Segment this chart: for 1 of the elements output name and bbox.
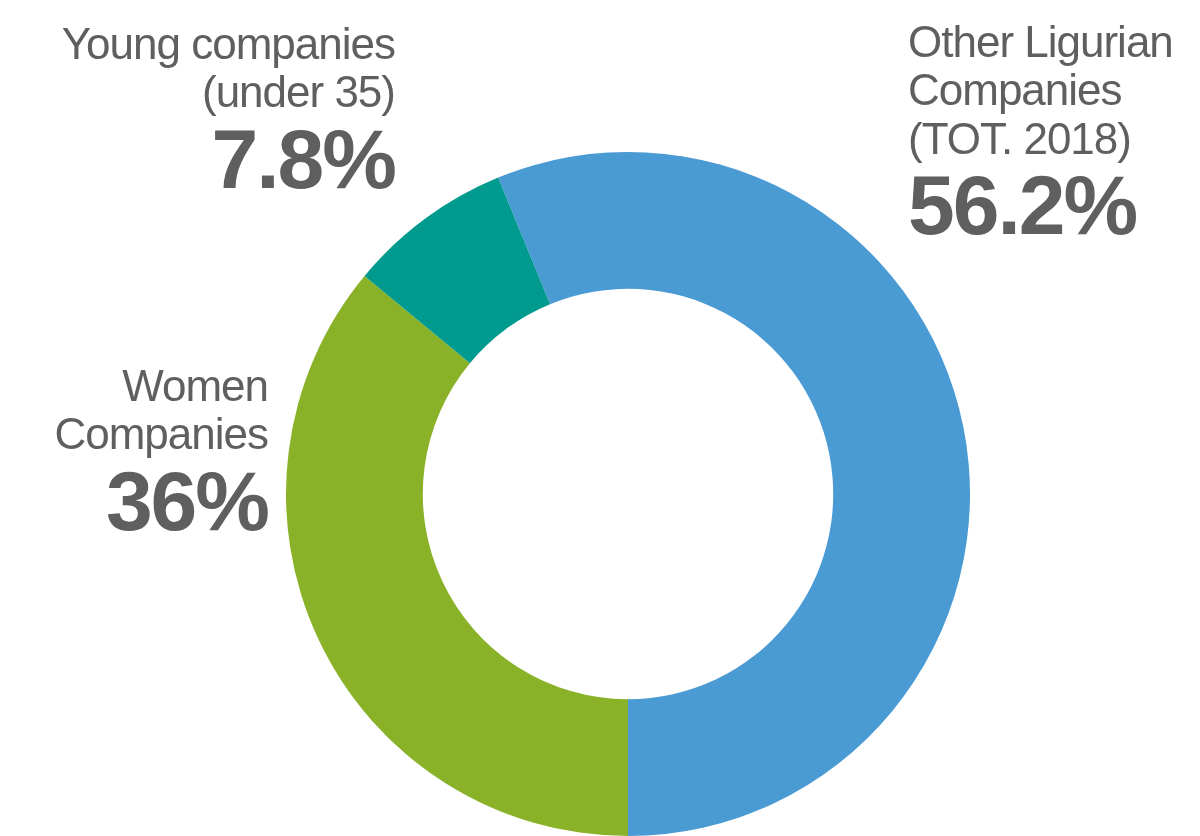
slice-label: Women Companies	[53, 361, 268, 459]
